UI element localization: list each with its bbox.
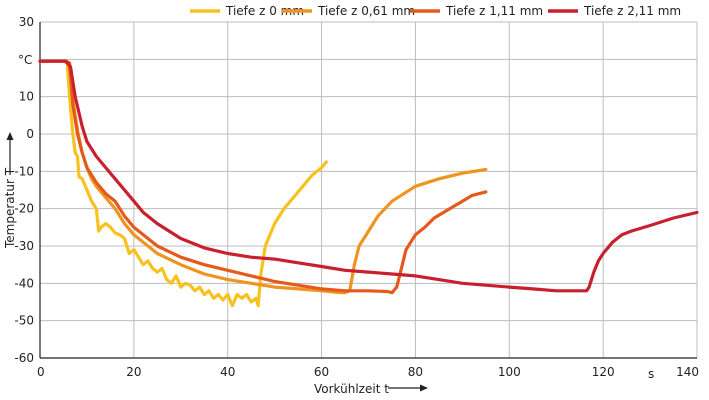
y-unit-label: °C bbox=[18, 53, 32, 67]
series-line-4 bbox=[38, 59, 699, 293]
x-tick-label: 100 bbox=[498, 365, 521, 379]
axes bbox=[39, 22, 697, 359]
legend: Tiefe z 0 mm Tiefe z 0,61 mm Tiefe z 1,11 … bbox=[190, 4, 681, 18]
y-axis-arrow bbox=[6, 132, 14, 175]
legend-label: Tiefe z 0,61 mm bbox=[317, 4, 415, 18]
legend-label: Tiefe z 2,11 mm bbox=[583, 4, 681, 18]
x-tick-label: 60 bbox=[314, 365, 329, 379]
y-tick-label: -60 bbox=[14, 351, 34, 365]
grid bbox=[39, 21, 698, 359]
x-unit-label: s bbox=[648, 367, 654, 381]
y-tick-label: -50 bbox=[14, 314, 34, 328]
y-tick-label: -20 bbox=[14, 202, 34, 216]
x-tick-label: 40 bbox=[220, 365, 235, 379]
x-axis-label: Vorkühlzeit t bbox=[314, 382, 389, 396]
legend-label: Tiefe z 1,11 mm bbox=[445, 4, 543, 18]
y-tick-label: 0 bbox=[26, 127, 34, 141]
y-tick-label: 30 bbox=[19, 15, 34, 29]
series-line-3 bbox=[38, 59, 488, 295]
y-tick-label: -30 bbox=[14, 239, 34, 253]
y-tick-label: 10 bbox=[19, 90, 34, 104]
x-tick-label: 20 bbox=[126, 365, 141, 379]
series-lines bbox=[38, 59, 699, 308]
legend-label: Tiefe z 0 mm bbox=[225, 4, 304, 18]
y-axis-label: Temperatur T bbox=[3, 167, 17, 249]
x-tick-label: 0 bbox=[37, 365, 45, 379]
x-tick-label: 120 bbox=[592, 365, 615, 379]
series-line-1 bbox=[38, 59, 328, 308]
y-tick-label: -40 bbox=[14, 276, 34, 290]
axis-labels: °C s Vorkühlzeit t Temperatur T bbox=[3, 53, 654, 396]
x-tick-label: 80 bbox=[408, 365, 423, 379]
x-axis-arrow bbox=[388, 384, 428, 392]
x-tick-label: 140 bbox=[676, 365, 699, 379]
y-tick-label: -10 bbox=[14, 164, 34, 178]
